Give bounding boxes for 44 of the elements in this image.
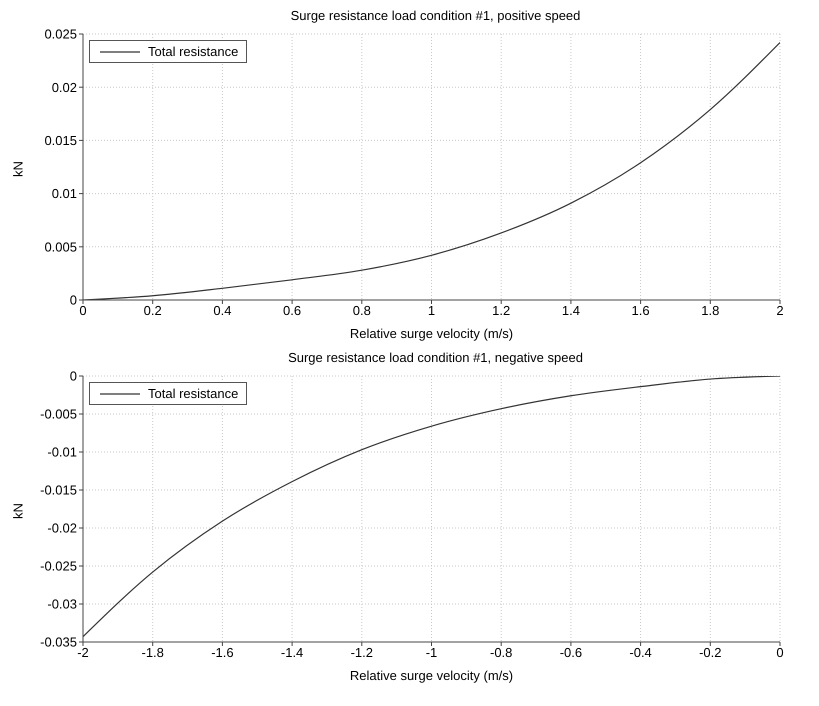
y-tick-label: 0.025 — [44, 26, 77, 42]
y-tick-label: 0.02 — [52, 80, 77, 95]
chart-title: Surge resistance load condition #1, positive speed — [290, 8, 582, 24]
x-tick-label: 1.4 — [562, 303, 580, 318]
x-tick-label: -0.4 — [629, 645, 652, 660]
legend-label: Total resistance — [148, 44, 238, 59]
x-tick-label: 1.2 — [492, 303, 510, 318]
x-tick-label: -1.2 — [350, 645, 374, 660]
y-axis-title: kN — [10, 161, 26, 177]
y-tick-label: 0.005 — [44, 239, 77, 254]
x-tick-label: 1.8 — [701, 303, 720, 318]
x-tick-label: -0.8 — [490, 645, 512, 660]
x-tick-label: -0.2 — [699, 645, 722, 660]
x-tick-label: -1 — [426, 645, 438, 660]
legend-label: Total resistance — [148, 386, 238, 401]
y-tick-label: 0.01 — [52, 186, 77, 202]
x-tick-label: 0 — [776, 645, 784, 660]
x-tick-label: -1.4 — [280, 645, 304, 660]
x-tick-label: 1.6 — [632, 303, 650, 318]
y-tick-label: 0 — [70, 368, 77, 384]
y-tick-label: -0.035 — [40, 634, 77, 650]
x-tick-label: 1 — [428, 303, 436, 318]
y-tick-label: -0.015 — [40, 482, 77, 498]
y-tick-label: -0.02 — [47, 520, 77, 536]
x-tick-label: -0.6 — [560, 645, 582, 660]
x-axis-title: Relative surge velocity (m/s) — [350, 326, 514, 341]
y-tick-label: -0.01 — [47, 444, 77, 460]
x-tick-label: 0.8 — [352, 303, 371, 318]
x-axis-title: Relative surge velocity (m/s) — [350, 668, 514, 683]
y-tick-label: 0.015 — [44, 133, 77, 148]
y-tick-label: -0.005 — [40, 406, 77, 422]
x-tick-label: 2 — [776, 303, 784, 318]
x-tick-label: 0.6 — [283, 303, 302, 318]
x-tick-label: -2 — [77, 645, 89, 660]
x-tick-label: 0 — [79, 303, 87, 318]
y-axis-title: kN — [10, 503, 26, 519]
x-tick-label: -1.8 — [141, 645, 164, 660]
y-tick-label: 0 — [70, 292, 77, 308]
chart-title: Surge resistance load condition #1, negative speed — [287, 350, 584, 366]
y-tick-label: -0.03 — [47, 596, 77, 612]
y-tick-label: -0.025 — [40, 558, 77, 574]
x-tick-label: -1.6 — [211, 645, 234, 660]
x-tick-label: 0.2 — [144, 303, 162, 318]
x-tick-label: 0.4 — [213, 303, 232, 318]
